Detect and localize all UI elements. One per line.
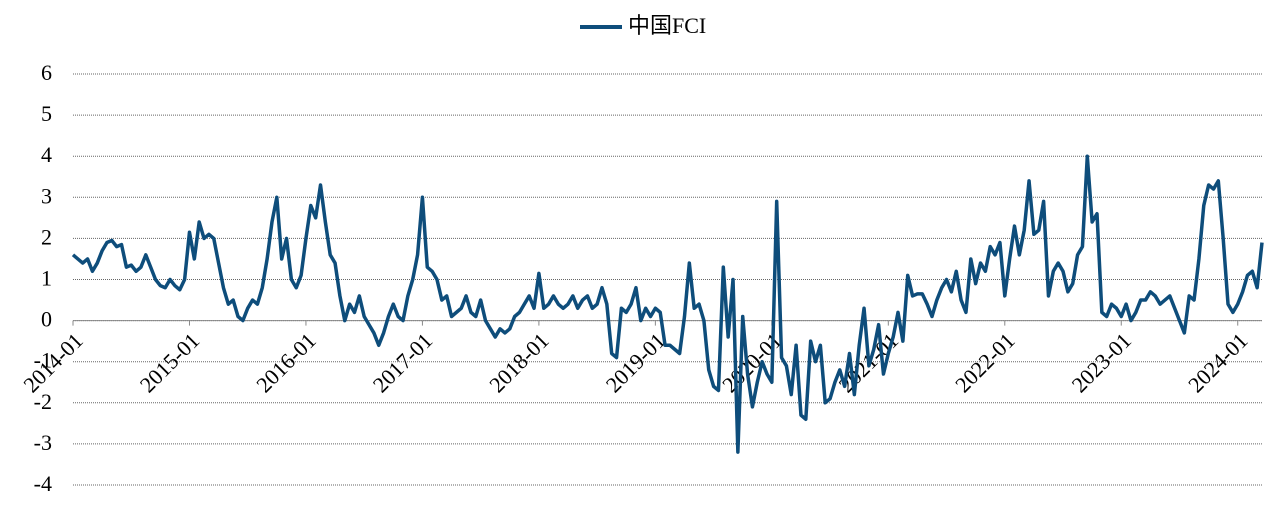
x-tick-label: 2024-01 [1183, 328, 1253, 398]
x-tick-label: 2015-01 [135, 328, 205, 398]
x-tick-label: 2014-01 [18, 328, 88, 398]
x-tick-label: 2022-01 [950, 328, 1020, 398]
y-tick-label: 0 [41, 307, 52, 332]
y-tick-label: 4 [41, 142, 52, 167]
y-tick-label: 2 [41, 224, 52, 249]
y-tick-label: -2 [34, 389, 52, 414]
y-tick-label: 5 [41, 101, 52, 126]
legend-label: 中国FCI [628, 13, 706, 38]
y-tick-label: -4 [34, 471, 52, 496]
y-tick-label: -1 [34, 348, 52, 373]
x-tick-label: 2016-01 [251, 328, 321, 398]
x-tick-label: 2017-01 [368, 328, 438, 398]
y-tick-label: 1 [41, 266, 52, 291]
series-line [71, 154, 1264, 454]
y-tick-label: -3 [34, 430, 52, 455]
y-tick-label: 6 [41, 60, 52, 85]
x-tick-label: 2023-01 [1067, 328, 1137, 398]
y-tick-label: 3 [41, 183, 52, 208]
